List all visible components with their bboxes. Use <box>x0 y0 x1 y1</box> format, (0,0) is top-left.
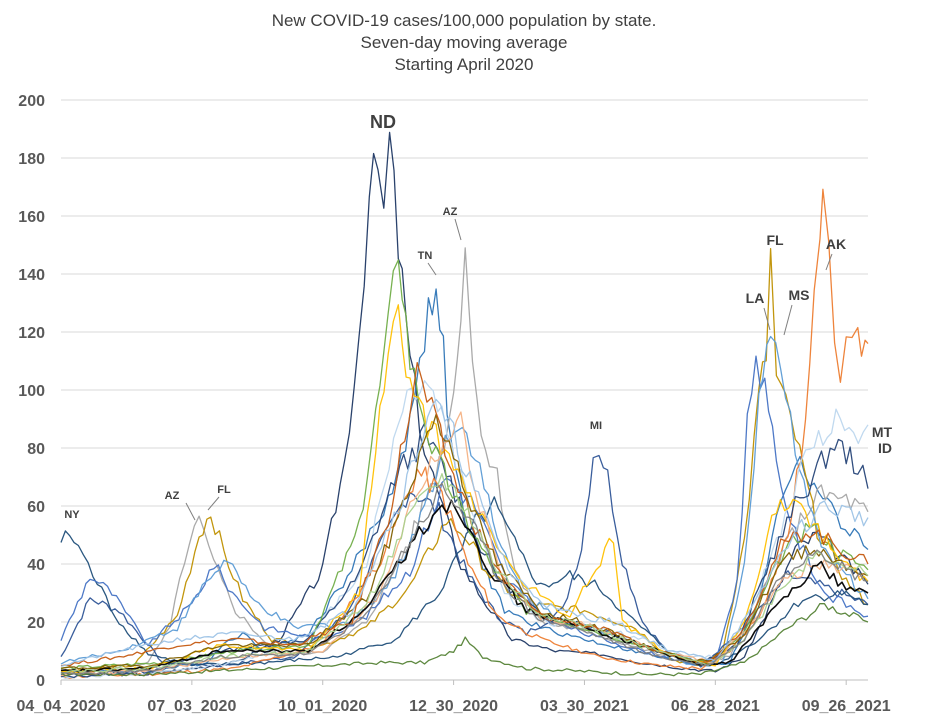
x-axis-ticks: 04_04_2020 07_03_2020 10_01_2020 12_30_2020… <box>17 680 891 715</box>
series-line <box>60 499 869 673</box>
series-line-la <box>60 355 869 665</box>
series-line <box>60 482 869 676</box>
y-tick-label: 80 <box>27 441 45 458</box>
chart-title-line-3: Starting April 2020 <box>394 55 534 74</box>
annotation-tn: TN <box>418 250 433 262</box>
annotation-leader <box>763 307 771 331</box>
chart-title-line-2: Seven-day moving average <box>360 33 568 52</box>
series-line <box>60 304 869 674</box>
series-line-fl <box>60 247 869 673</box>
series-lines <box>60 131 869 680</box>
annotation-ny: NY <box>64 509 80 521</box>
series-line <box>60 361 869 667</box>
annotation-la: LA <box>746 290 765 306</box>
x-tick-label: 09_26_2021 <box>802 698 891 715</box>
series-line <box>60 602 869 677</box>
x-tick-label: 04_04_2020 <box>17 698 106 715</box>
annotation-leader <box>783 304 793 336</box>
x-tick-label: 07_03_2020 <box>147 698 236 715</box>
annotation-mi: MI <box>590 420 602 432</box>
x-tick-label: 06_28_2021 <box>671 698 760 715</box>
series-line-ms <box>60 335 869 665</box>
y-tick-label: 180 <box>18 151 45 168</box>
x-tick-label: 12_30_2020 <box>409 698 498 715</box>
series-line-ny <box>60 496 869 667</box>
x-tick-label: 03_30_2021 <box>540 698 629 715</box>
series-line <box>61 473 869 674</box>
annotation-leader <box>427 262 437 276</box>
annotation-leader <box>207 496 220 511</box>
gridlines <box>61 99 868 681</box>
y-tick-label: 40 <box>27 557 45 574</box>
y-axis-ticks: 0 20 40 60 80 100 120 140 160 180 200 <box>18 93 45 690</box>
annotation-az: AZ <box>443 206 458 218</box>
y-tick-label: 200 <box>18 93 45 110</box>
series-line <box>60 259 869 670</box>
series-line <box>60 398 869 667</box>
chart-title: New COVID-19 cases/100,000 population by… <box>0 10 928 76</box>
annotation-id: ID <box>878 440 892 456</box>
chart-title-line-1: New COVID-19 cases/100,000 population by… <box>271 11 657 30</box>
annotation-fl: FL <box>217 484 231 496</box>
series-line-az <box>60 247 869 675</box>
y-tick-label: 140 <box>18 267 45 284</box>
y-tick-label: 100 <box>18 383 45 400</box>
y-tick-label: 60 <box>27 499 45 516</box>
y-tick-label: 20 <box>27 615 45 632</box>
annotation-leader <box>185 502 196 521</box>
annotation-nd: ND <box>370 112 396 132</box>
y-tick-label: 0 <box>36 673 45 690</box>
y-tick-label: 120 <box>18 325 45 342</box>
annotation-leader <box>454 218 462 241</box>
annotation-az: AZ <box>165 490 180 502</box>
series-line <box>60 413 869 670</box>
annotation-ms: MS <box>789 287 810 303</box>
series-line-nd <box>60 131 869 677</box>
y-tick-label: 160 <box>18 209 45 226</box>
annotation-leader <box>825 253 833 271</box>
annotation-mt: MT <box>872 424 893 440</box>
annotation-ak: AK <box>826 236 846 252</box>
annotation-fl: FL <box>766 232 784 248</box>
x-tick-label: 10_01_2020 <box>278 698 367 715</box>
